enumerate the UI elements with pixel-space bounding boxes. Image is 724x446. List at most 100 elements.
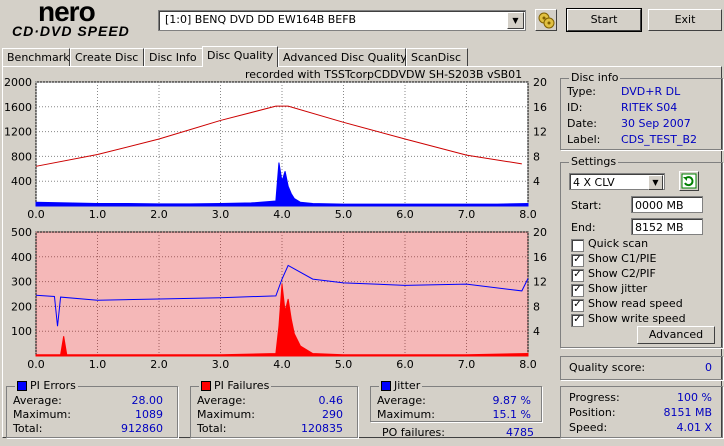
y-left-tick-label: 300 — [11, 276, 32, 289]
jitter-stats: Jitter Average: 9.87 % Maximum: 15.1 % — [370, 379, 542, 422]
settings-title: Settings — [569, 155, 619, 168]
tab-disc-quality[interactable]: Disc Quality — [202, 46, 278, 67]
logo-nero-text: nero — [38, 0, 96, 27]
progress-box: Progress: 100 % Position: 8151 MB Speed:… — [560, 386, 723, 438]
disc-info-title: Disc info — [569, 71, 621, 84]
disc-date-value: 30 Sep 2007 — [621, 117, 691, 130]
y-right-tick-label: 12 — [533, 276, 547, 289]
y-left-tick-label: 1600 — [4, 101, 32, 114]
tab-advanced-disc-quality[interactable]: Advanced Disc Quality — [278, 48, 407, 66]
pi-failures-chart: 0.0 1.0 2.0 3.0 4.0 5.0 6.0 7.0 8.0 500 400 300 200 1… — [11, 226, 547, 371]
drive-select[interactable]: [1:0] BENQ DVD DD EW164B BEFB ▼ — [158, 10, 526, 31]
start-button[interactable]: Start — [566, 8, 642, 32]
pif-maximum-label: Maximum: — [197, 408, 255, 421]
x-tick-label: 1.0 — [89, 358, 107, 371]
x-tick-label: 8.0 — [519, 208, 537, 221]
progress-value: 100 % — [677, 391, 712, 404]
speed-chevron-down-icon[interactable]: ▼ — [648, 175, 663, 190]
quick-scan-checkbox[interactable] — [571, 239, 584, 252]
show-write-speed-checkbox[interactable]: ✓ — [571, 314, 584, 327]
pie-total-value: 912860 — [121, 422, 163, 435]
y-left-tick-label: 800 — [11, 150, 32, 163]
x-tick-label: 7.0 — [458, 208, 476, 221]
speed-select[interactable]: 4 X CLV ▼ — [569, 173, 665, 190]
show-pif-checkbox[interactable]: ✓ — [571, 269, 584, 282]
pi-failures-title: PI Failures — [214, 379, 270, 392]
x-tick-label: 4.0 — [273, 208, 291, 221]
disc-label-label: Label: — [567, 133, 601, 146]
show-write-speed-label: Show write speed — [588, 312, 686, 325]
x-tick-label: 2.0 — [150, 358, 168, 371]
y-left-tick-label: 400 — [11, 251, 32, 264]
charts-area: recorded with TSSTcorpCDDVDW SH-S203B vS… — [4, 68, 547, 371]
quality-score-label: Quality score: — [569, 361, 646, 374]
y-right-tick-label: 16 — [533, 251, 547, 264]
y-left-tick-label: 200 — [11, 300, 32, 313]
speed-label: Speed: — [569, 421, 608, 434]
disc-id-value: RITEK S04 — [621, 101, 678, 114]
tab-create-disc[interactable]: Create Disc — [70, 48, 144, 66]
nero-logo: nero CD·DVD SPEED — [6, 0, 156, 42]
end-mb-input[interactable]: 8152 MB — [631, 218, 703, 235]
pie-maximum-value: 1089 — [135, 408, 163, 421]
y-right-tick-label: 4 — [533, 175, 540, 188]
pie-total-label: Total: — [13, 422, 43, 435]
recorded-with-label: recorded with TSSTcorpCDDVDW SH-S203B vS… — [245, 68, 522, 81]
chevron-down-icon[interactable]: ▼ — [507, 12, 524, 29]
pif-series — [35, 284, 529, 357]
show-pie-label: Show C1/PIE — [588, 252, 657, 265]
start-mb-label: Start: — [571, 199, 602, 212]
x-tick-label: 2.0 — [150, 208, 168, 221]
jitter-average-value: 9.87 % — [492, 394, 531, 407]
pif-total-label: Total: — [197, 422, 227, 435]
disc-type-label: Type: — [567, 85, 596, 98]
show-read-speed-checkbox[interactable]: ✓ — [571, 299, 584, 312]
y-right-tick-label: 4 — [533, 325, 540, 338]
show-pie-checkbox[interactable]: ✓ — [571, 254, 584, 267]
speed-select-value: 4 X CLV — [573, 176, 615, 189]
jitter-legend-icon — [381, 381, 391, 391]
x-tick-label: 7.0 — [458, 358, 476, 371]
speed-value: 4.01 X — [676, 421, 712, 434]
y-right-tick-label: 8 — [533, 150, 540, 163]
jitter-maximum-value: 15.1 % — [492, 408, 531, 421]
pif-total-value: 120835 — [301, 422, 343, 435]
pie-average-label: Average: — [13, 394, 62, 407]
y-right-tick-label: 12 — [533, 126, 547, 139]
x-tick-label: 6.0 — [396, 358, 414, 371]
position-value: 8151 MB — [663, 406, 712, 419]
tab-scandisc[interactable]: ScanDisc — [406, 48, 468, 66]
end-mb-label: End: — [571, 221, 596, 234]
drive-info-button[interactable] — [535, 9, 557, 31]
y-right-tick-label: 20 — [533, 76, 547, 89]
pie-series — [35, 162, 529, 207]
start-mb-input[interactable]: 0000 MB — [631, 196, 703, 213]
x-tick-label: 0.0 — [27, 208, 45, 221]
drive-refresh-icon — [538, 12, 555, 29]
quality-score-value: 0 — [705, 361, 712, 374]
jitter-caption: Jitter — [379, 379, 423, 392]
y-right-tick-label: 16 — [533, 101, 547, 114]
pi-errors-chart: 0.0 1.0 2.0 3.0 4.0 5.0 6.0 7.0 8.0 2000 1600 1200 8… — [4, 76, 547, 221]
exit-button[interactable]: Exit — [648, 9, 722, 31]
po-failures-label: PO failures: — [382, 426, 445, 439]
disc-info-group: Disc info Type: DVD+R DL ID: RITEK S04 D… — [560, 71, 723, 150]
tab-disc-info[interactable]: Disc Info — [144, 48, 204, 66]
pie-maximum-label: Maximum: — [13, 408, 71, 421]
show-read-speed-label: Show read speed — [588, 297, 683, 310]
x-tick-label: 3.0 — [212, 358, 230, 371]
advanced-button[interactable]: Advanced — [637, 326, 715, 344]
disc-date-label: Date: — [567, 117, 597, 130]
show-jitter-checkbox[interactable]: ✓ — [571, 284, 584, 297]
pif-average-value: 0.46 — [318, 394, 344, 407]
tab-benchmark[interactable]: Benchmark — [2, 48, 70, 66]
position-label: Position: — [569, 406, 616, 419]
settings-group: Settings 4 X CLV ▼ Start: 0000 MB End: 8… — [560, 155, 723, 348]
show-jitter-label: Show jitter — [588, 282, 648, 295]
x-tick-label: 5.0 — [335, 358, 353, 371]
y-left-tick-label: 1200 — [4, 126, 32, 139]
pi-failures-stats: PI Failures Average: 0.46 Maximum: 290 T… — [190, 379, 358, 438]
refresh-speeds-button[interactable] — [679, 171, 699, 191]
y-right-tick-label: 8 — [533, 300, 540, 313]
jitter-maximum-label: Maximum: — [377, 408, 435, 421]
